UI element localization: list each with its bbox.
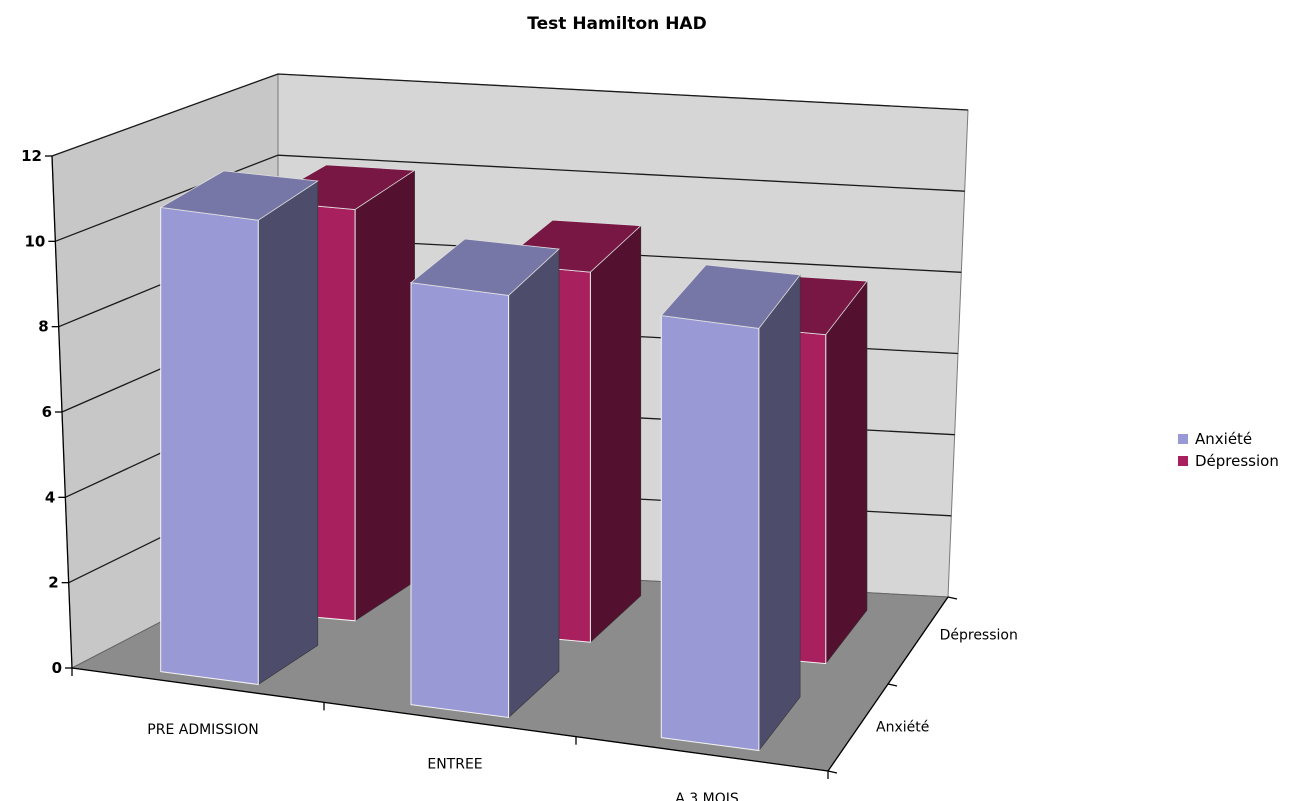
chart-title: Test Hamilton HAD — [527, 14, 706, 34]
bar-side — [257, 180, 319, 686]
y-tick-label-6: 6 — [42, 403, 52, 421]
y-tick-label-10: 10 — [24, 232, 45, 250]
gridline-10 — [55, 154, 965, 242]
bar-front — [160, 206, 259, 686]
legend-label-anxiete: Anxiété — [1195, 430, 1253, 448]
y-tick-label-8: 8 — [38, 318, 48, 336]
legend-item-depression: Dépression — [1178, 450, 1279, 472]
depth-label-1: Anxiété — [876, 720, 929, 736]
bar-side — [825, 280, 868, 665]
depth-axis: Dépression Anxiété — [827, 596, 1018, 774]
y-tick-label-0: 0 — [52, 659, 62, 677]
y-axis: 0 2 4 6 8 10 12 — [21, 147, 73, 677]
x-tick-label-0: PRE ADMISSION — [147, 722, 258, 738]
legend-swatch-anxiete — [1178, 434, 1188, 444]
depth-tick-0 — [827, 770, 838, 774]
x-tick-label-2: A 3 MOIS — [675, 791, 739, 801]
bar-anxiété-2 — [660, 264, 801, 752]
bar-top — [159, 170, 319, 221]
bar-side — [508, 248, 560, 719]
bar-front — [410, 282, 510, 719]
x-axis-line — [71, 667, 829, 772]
bar-anxiété-1 — [410, 238, 560, 719]
depth-tick-2 — [947, 596, 958, 600]
bar-side — [590, 225, 642, 643]
depth-label-0: Dépression — [940, 627, 1018, 643]
y-tick-label-2: 2 — [48, 574, 58, 592]
legend: Anxiété Dépression — [1178, 428, 1279, 472]
legend-label-depression: Dépression — [1195, 452, 1279, 470]
depth-tick-1 — [887, 683, 898, 687]
bar-side — [758, 274, 801, 752]
y-tick-label-12: 12 — [21, 147, 42, 165]
legend-item-anxiete: Anxiété — [1178, 428, 1279, 450]
bar-side — [354, 169, 415, 622]
x-tick-label-1: ENTREE — [427, 757, 482, 773]
chart-bars — [159, 164, 868, 752]
bar-top — [410, 238, 560, 296]
gridline-12 — [51, 73, 969, 157]
legend-swatch-depression — [1178, 456, 1188, 466]
bar-top — [660, 264, 801, 329]
y-tick-label-4: 4 — [45, 488, 55, 506]
x-axis: PRE ADMISSION ENTREE A 3 MOIS — [71, 667, 829, 801]
bar-anxiété-0 — [159, 170, 319, 686]
bar-front — [660, 314, 760, 752]
